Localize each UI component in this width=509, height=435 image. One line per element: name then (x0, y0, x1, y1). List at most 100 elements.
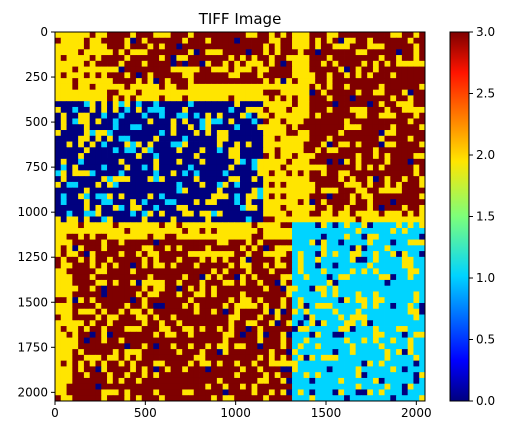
heatmap-cell (297, 112, 304, 119)
heatmap-cell (66, 89, 73, 96)
heatmap-cell (344, 37, 351, 44)
heatmap-cell (367, 135, 374, 142)
heatmap-cell (118, 72, 125, 79)
heatmap-cell (297, 331, 304, 338)
heatmap-cell (274, 251, 281, 258)
heatmap-cell (320, 360, 328, 367)
heatmap-cell (83, 279, 91, 287)
heatmap-cell (159, 320, 166, 327)
heatmap-cell (205, 274, 212, 281)
heatmap-cell (292, 147, 299, 154)
heatmap-cell (182, 256, 189, 264)
heatmap-cell (315, 130, 322, 137)
heatmap-cell (390, 297, 397, 304)
heatmap-cell (274, 124, 281, 131)
heatmap-cell (297, 43, 304, 50)
heatmap-cell (372, 314, 380, 321)
heatmap-cell (187, 135, 195, 142)
heatmap-cell (355, 170, 362, 177)
heatmap-cell (315, 95, 322, 102)
heatmap-cell (234, 372, 241, 379)
heatmap-cell (141, 60, 148, 67)
heatmap-cell (401, 251, 409, 258)
heatmap-cell (390, 210, 397, 217)
heatmap-cell (367, 274, 374, 281)
heatmap-cell (251, 251, 258, 258)
heatmap-cell (240, 124, 247, 131)
heatmap-cell (303, 118, 310, 125)
heatmap-cell (349, 78, 357, 85)
heatmap-cell (338, 331, 345, 338)
heatmap-cell (384, 72, 391, 79)
heatmap-cell (257, 256, 264, 264)
heatmap-cell (384, 233, 391, 240)
heatmap-cell (222, 141, 229, 148)
heatmap-cell (135, 176, 143, 183)
heatmap-cell (286, 66, 293, 73)
heatmap-cell (326, 337, 333, 344)
heatmap-cell (83, 245, 91, 252)
heatmap-cell (216, 124, 224, 131)
heatmap-cell (153, 187, 160, 194)
heatmap-cell (216, 349, 224, 356)
heatmap-cell (124, 78, 131, 85)
heatmap-cell (182, 153, 189, 160)
heatmap-cell (193, 55, 200, 62)
heatmap-cell (419, 383, 425, 390)
heatmap-cell (344, 314, 351, 321)
heatmap-cell (187, 130, 195, 137)
heatmap-cell (176, 210, 183, 217)
heatmap-cell (193, 118, 200, 125)
heatmap-cell (193, 60, 200, 67)
heatmap-cell (407, 360, 414, 367)
heatmap-cell (135, 164, 143, 171)
heatmap-cell (280, 245, 287, 252)
heatmap-cell (205, 164, 212, 171)
heatmap-cell (118, 228, 125, 235)
heatmap-cell (234, 326, 241, 333)
heatmap-cell (159, 251, 166, 258)
heatmap-cell (396, 302, 403, 310)
heatmap-cell (344, 83, 351, 91)
heatmap-cell (355, 158, 362, 166)
heatmap-cell (124, 60, 131, 67)
heatmap-cell (153, 164, 160, 171)
heatmap-cell (240, 55, 247, 62)
heatmap-cell (216, 118, 224, 125)
heatmap-cell (211, 164, 218, 171)
heatmap-cell (141, 78, 148, 85)
heatmap-cell (344, 251, 351, 258)
heatmap-cell (257, 233, 264, 240)
heatmap-cell (147, 366, 154, 373)
heatmap-cell (251, 83, 258, 91)
heatmap-cell (280, 66, 287, 73)
heatmap-cell (199, 285, 206, 292)
heatmap-cell (384, 43, 391, 50)
heatmap-cell (83, 343, 91, 350)
heatmap-cell (355, 130, 362, 137)
heatmap-cell (297, 72, 304, 79)
heatmap-cell (407, 326, 414, 333)
heatmap-cell (112, 291, 119, 298)
heatmap-cell (101, 66, 108, 73)
heatmap-cell (228, 112, 235, 119)
heatmap-cell (153, 135, 160, 142)
heatmap-cell (338, 222, 345, 229)
heatmap-cell (66, 297, 73, 304)
heatmap-cell (344, 343, 351, 350)
heatmap-cell (199, 106, 206, 114)
heatmap-cell (89, 37, 96, 44)
heatmap-cell (344, 112, 351, 119)
heatmap-cell (211, 106, 218, 114)
heatmap-cell (107, 124, 114, 131)
heatmap-cell (320, 118, 328, 125)
heatmap-cell (66, 106, 73, 114)
heatmap-cell (413, 60, 420, 67)
heatmap-cell (55, 135, 62, 142)
heatmap-cell (66, 279, 73, 287)
heatmap-cell (83, 337, 91, 344)
heatmap-cell (153, 141, 160, 148)
heatmap-cell (147, 297, 154, 304)
heatmap-cell (384, 37, 391, 44)
heatmap-cell (222, 32, 229, 39)
